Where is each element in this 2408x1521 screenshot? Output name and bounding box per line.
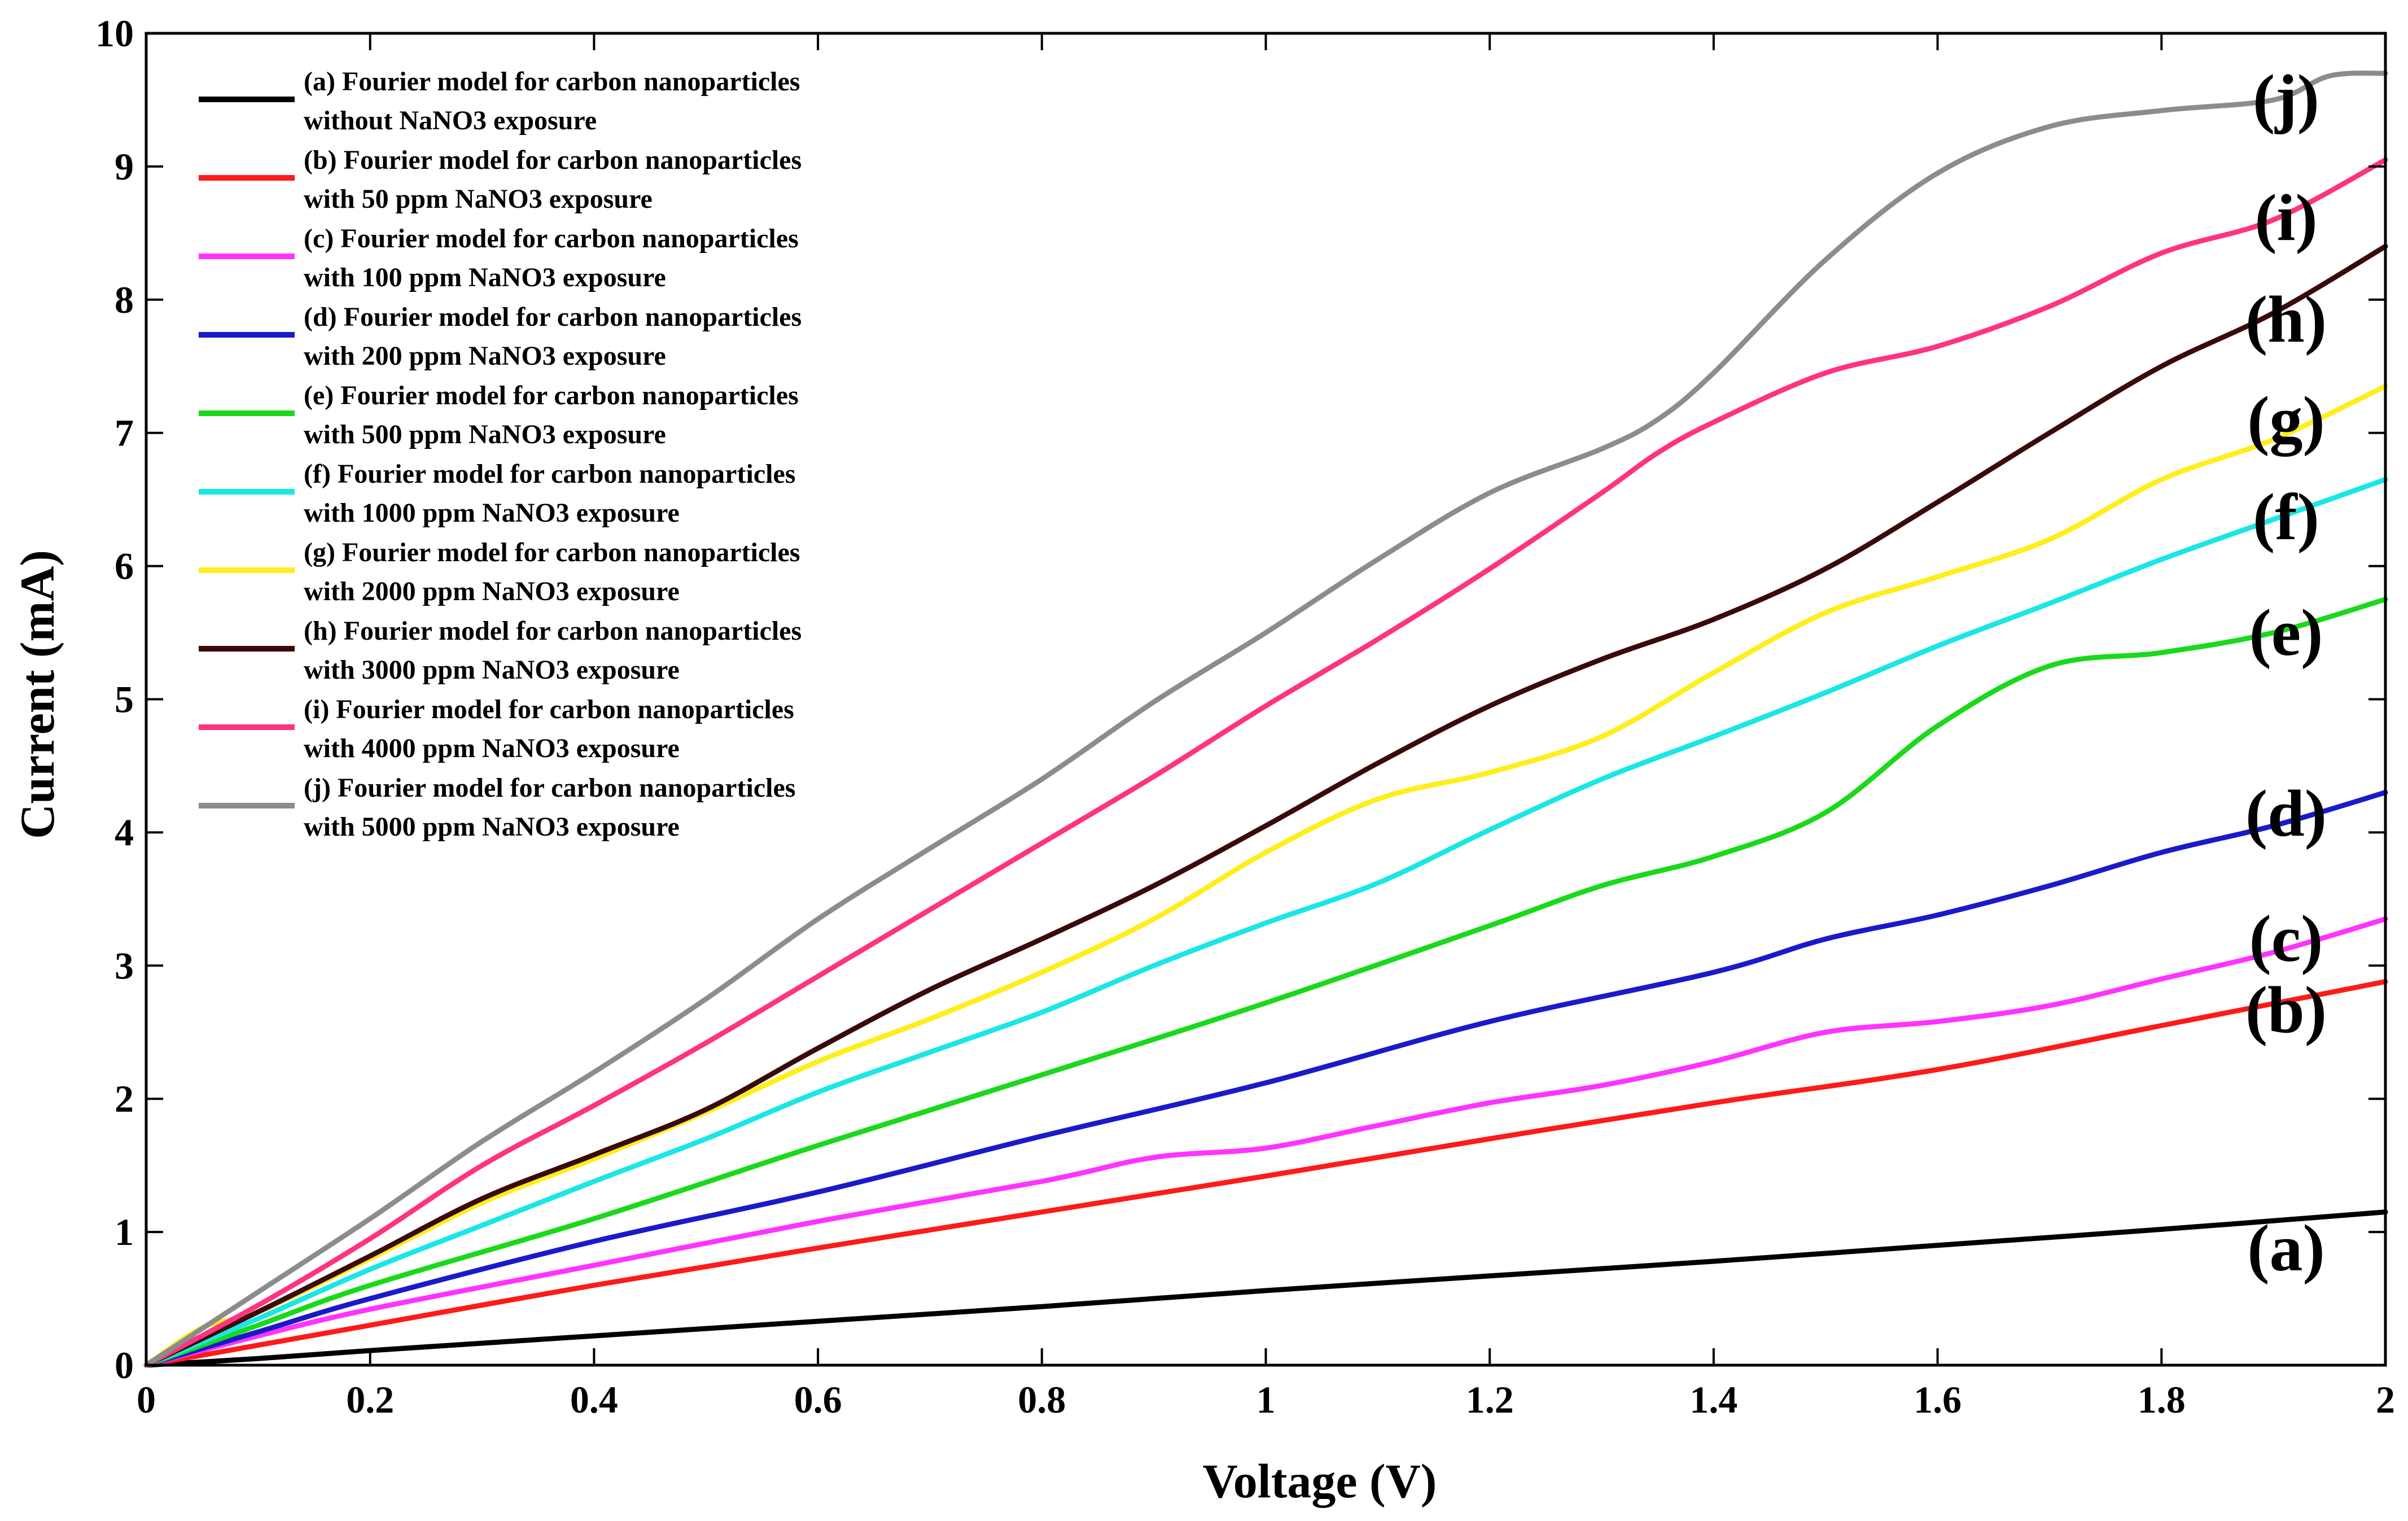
curve-tag-e: (e) [2249,596,2323,670]
legend-label-i-line2: with 4000 ppm NaNO3 exposure [304,733,680,763]
legend-label-g-line2: with 2000 ppm NaNO3 exposure [304,576,680,606]
legend-label-c-line1: (c) Fourier model for carbon nanoparticl… [304,224,799,253]
curve-tag-j: (j) [2253,61,2319,135]
curve-tags: (a) (b)(c) (d) (e) (f) (g) (h) (i) (j) [2245,61,2327,1285]
y-tick-label: 1 [115,1210,134,1253]
x-tick-label: 1.2 [1466,1378,1514,1421]
x-tick-label: 0 [137,1378,156,1421]
x-axis-title: Voltage (V) [1203,1454,1437,1508]
curve-tag-g: (g) [2247,383,2325,457]
x-tick-label: 1.4 [1689,1378,1737,1421]
x-tick-label: 1 [1256,1378,1276,1421]
legend-label-a-line2: without NaNO3 exposure [304,106,597,136]
curve-tag-d: (d) [2245,776,2327,850]
series-line-a [143,1209,2388,1368]
series-line-d [143,790,2388,1368]
legend-label-b-line2: with 50 ppm NaNO3 exposure [304,184,653,214]
y-tick-label: 9 [115,145,134,188]
series-line-b [143,979,2388,1368]
curve-tag-h: (h) [2245,282,2327,356]
y-tick-label: 10 [95,12,134,55]
x-tick-label: 1.8 [2138,1378,2186,1421]
legend-label-d-line1: (d) Fourier model for carbon nanoparticl… [304,302,802,332]
legend-label-b-line1: (b) Fourier model for carbon nanoparticl… [304,145,802,175]
curve-tag-i: (i) [2254,181,2317,255]
y-axis-title: Current (mA) [10,550,64,839]
legend-label-f-line2: with 1000 ppm NaNO3 exposure [304,498,680,528]
y-tick-label: 6 [115,545,134,588]
legend-label-a-line1: (a) Fourier model for carbon nanoparticl… [304,67,800,97]
legend-label-g-line1: (g) Fourier model for carbon nanoparticl… [304,537,800,567]
y-tick-label: 4 [115,811,134,854]
curve-tag-b: (b) [2245,973,2327,1047]
legend-label-j-line1: (j) Fourier model for carbon nanoparticl… [304,773,795,803]
curve-tag-f: (f) [2253,480,2319,554]
x-tick-label: 0.8 [1018,1378,1066,1421]
series-line-h [143,243,2388,1368]
y-tick-label: 3 [115,944,134,987]
x-tick-label: 0.6 [794,1378,842,1421]
x-tick-label: 2 [2376,1378,2395,1421]
curve-tag-c: (c) [2249,902,2323,976]
legend-label-d-line2: with 200 ppm NaNO3 exposure [304,341,666,371]
y-tick-label: 7 [115,412,134,454]
series-line-g [143,383,2388,1368]
series-line-e [143,597,2388,1368]
legend-label-h-line1: (h) Fourier model for carbon nanoparticl… [304,616,802,646]
x-tick-label: 0.4 [570,1378,618,1421]
y-tick-label: 8 [115,278,134,321]
ticks-layer: 0 0.2 0.4 0.6 0.8 1 1.2 1.4 1.6 1.8 2 0 1 2 3 4 5 6 7 8 9 10 [95,12,2395,1421]
series-line-f [143,477,2388,1368]
y-tick-label: 5 [115,678,134,721]
curve-tag-a: (a) [2247,1211,2325,1285]
x-tick-label: 0.2 [346,1378,394,1421]
x-tick-label: 1.6 [1914,1378,1962,1421]
legend-label-e-line1: (e) Fourier model for carbon nanoparticl… [304,381,799,410]
series-line-i [143,157,2388,1368]
legend-label-i-line1: (i) Fourier model for carbon nanoparticl… [304,694,794,724]
y-tick-label: 2 [115,1077,134,1120]
legend: (a) Fourier model for carbon nanoparticl… [199,67,802,842]
legend-label-h-line2: with 3000 ppm NaNO3 exposure [304,655,680,685]
legend-label-c-line2: with 100 ppm NaNO3 exposure [304,263,666,292]
legend-label-f-line1: (f) Fourier model for carbon nanoparticl… [304,459,795,489]
legend-label-j-line2: with 5000 ppm NaNO3 exposure [304,812,680,842]
legend-label-e-line2: with 500 ppm NaNO3 exposure [304,419,666,449]
series-line-j [143,70,2388,1368]
series-layer [143,70,2388,1368]
y-tick-label: 0 [115,1344,134,1387]
series-line-c [143,916,2388,1368]
